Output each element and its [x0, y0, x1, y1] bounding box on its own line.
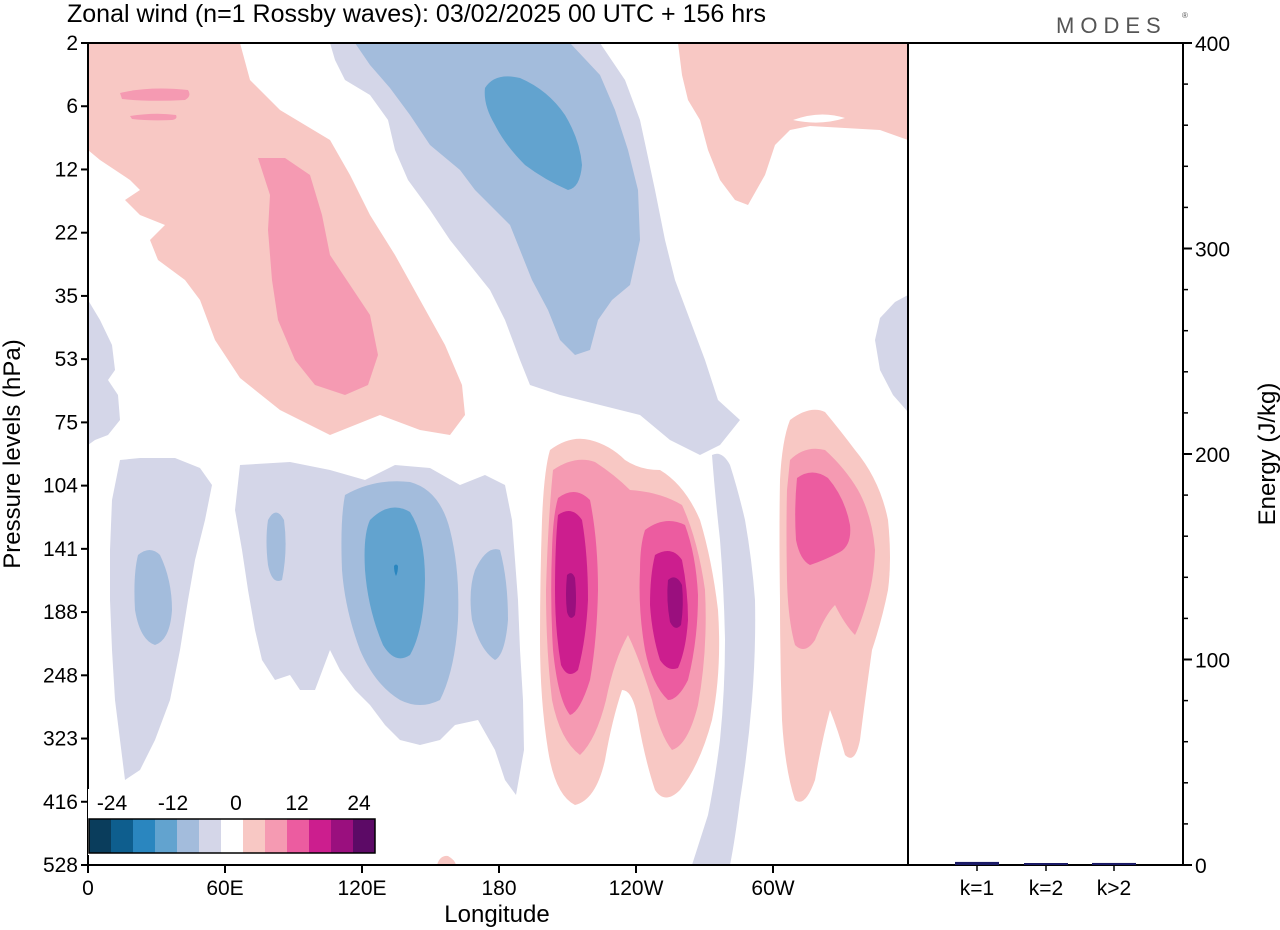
colorbar-swatch — [287, 819, 309, 853]
colorbar-swatch — [177, 819, 199, 853]
energy-tick-label: 400 — [1195, 33, 1230, 56]
energy-category-label: k>2 — [1097, 877, 1131, 900]
y-tick-label: 53 — [55, 348, 78, 371]
colorbar-label: 0 — [230, 792, 242, 815]
colorbar-swatch — [353, 819, 375, 853]
y-tick-label: 104 — [43, 475, 78, 498]
contour-pos-streak-a — [120, 88, 190, 101]
y-tick-label: 141 — [43, 538, 78, 561]
energy-axis-label: Energy (J/kg) — [1254, 383, 1280, 526]
x-axis-longitude: 0 60E 120E 180 120W 60W — [82, 865, 795, 900]
y-tick-label: 416 — [43, 791, 78, 814]
energy-tick-label: 100 — [1195, 650, 1230, 673]
colorbar-swatch — [243, 819, 265, 853]
colorbar-swatch — [155, 819, 177, 853]
colorbar-label: -24 — [97, 792, 128, 815]
y-tick-label: 22 — [55, 222, 78, 245]
colorbar-swatch — [221, 819, 243, 853]
energy-bar — [1024, 863, 1068, 865]
energy-tick-label: 300 — [1195, 239, 1230, 262]
colorbar-swatch — [133, 819, 155, 853]
y-axis-energy: 0 100 200 300 400 — [1183, 33, 1230, 878]
contour-neg-small-blob-a — [266, 512, 286, 581]
contour-pos-lower-central-peak-a — [566, 573, 576, 618]
contour-pos-lower-right-inner — [795, 472, 851, 565]
energy-category-label: k=2 — [1029, 877, 1063, 900]
y-tick-label: 12 — [55, 158, 78, 181]
y-tick-label: 35 — [55, 285, 78, 308]
contour-pos-lower-central-peak-b — [667, 577, 683, 628]
colorbar-swatch — [309, 819, 331, 853]
energy-bars — [955, 861, 1136, 865]
y-axis-pressure: 2 6 12 22 35 53 75 104 141 188 248 323 416 528 — [43, 32, 88, 877]
energy-tick-label: 200 — [1195, 444, 1230, 467]
contour-neg-central-core — [364, 507, 425, 659]
contour-neg-central-dot — [394, 564, 398, 576]
x-tick-label: 120W — [609, 877, 664, 900]
logo-registered-mark: ® — [1182, 11, 1188, 20]
y-tick-label: 2 — [66, 32, 78, 55]
contour-neg-right-edge — [875, 295, 908, 412]
colorbar-swatch — [199, 819, 221, 853]
colorbar-swatch — [89, 819, 111, 853]
y-tick-label: 528 — [43, 854, 78, 877]
x-tick-label: 180 — [481, 877, 516, 900]
contour-neg-small-blob-b — [470, 549, 508, 660]
contour-pos-upper-right — [678, 43, 908, 205]
energy-category-label: k=1 — [960, 877, 994, 900]
contour-neg-lower-left-inner — [134, 550, 172, 645]
contour-pos-streak-b — [130, 113, 177, 121]
colorbar-label: 12 — [285, 792, 308, 815]
y-tick-label: 6 — [66, 95, 78, 118]
energy-bar — [955, 861, 999, 865]
contour-neg-core-upper — [484, 76, 582, 190]
colorbar-label: 24 — [347, 792, 371, 815]
contour-pos-inner-upper-left — [258, 158, 378, 395]
y-axis-label: Pressure levels (hPa) — [0, 339, 26, 568]
y-tick-label: 248 — [43, 664, 78, 687]
x-axis-label: Longitude — [444, 901, 549, 928]
y-tick-label: 323 — [43, 728, 78, 751]
x-tick-label: 60W — [751, 877, 794, 900]
colorbar-frame — [88, 818, 376, 854]
colorbar-swatch — [331, 819, 353, 853]
colorbar-swatch — [265, 819, 287, 853]
energy-tick-label: 0 — [1195, 855, 1207, 878]
contour-neg-left-edge — [88, 300, 120, 445]
contour-neg-lower-streak — [692, 453, 756, 865]
x-tick-label: 0 — [82, 877, 94, 900]
y-tick-label: 188 — [43, 601, 78, 624]
heatmap-plot — [87, 42, 909, 866]
energy-category-labels: k=1 k=2 k>2 — [960, 865, 1131, 900]
y-tick-label: 75 — [55, 411, 78, 434]
x-tick-label: 60E — [206, 877, 243, 900]
x-tick-label: 120E — [337, 877, 386, 900]
energy-panel-frame — [907, 42, 1184, 866]
chart-title: Zonal wind (n=1 Rossby waves): 03/02/202… — [67, 0, 766, 28]
colorbar-legend: -24 -12 0 12 24 — [88, 789, 376, 855]
contour-pos-bottom-blob — [437, 855, 456, 865]
colorbar-label: -12 — [158, 792, 188, 815]
contour-white-hole-upper-right — [793, 114, 845, 123]
energy-bar — [1092, 862, 1136, 865]
modes-logo: MODES — [1056, 13, 1167, 38]
contour-neg-mid-upper — [355, 43, 640, 355]
colorbar-swatch — [111, 819, 133, 853]
